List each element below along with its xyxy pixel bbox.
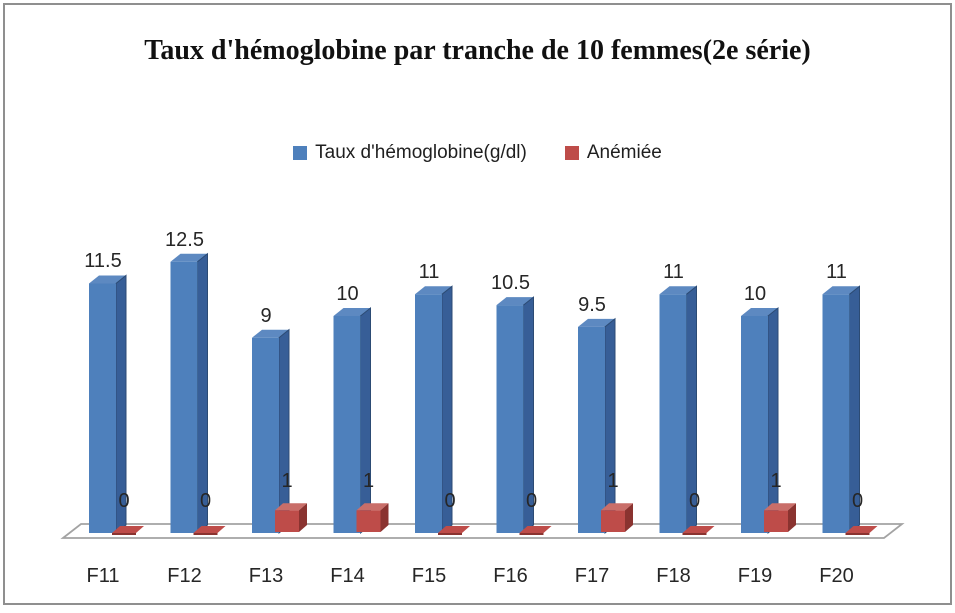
data-label-anemiee: 0 <box>444 490 456 512</box>
bar-top-face <box>741 308 778 316</box>
bar-front-face <box>659 294 687 533</box>
anemia-bar-flat <box>519 526 552 533</box>
data-label-anemiee: 0 <box>525 490 538 512</box>
chart-canvas <box>60 252 905 539</box>
anemia-bar-flat-edge <box>438 533 462 535</box>
data-label-hemoglobine: 12.5 <box>165 228 204 251</box>
category-label: F15 <box>411 565 447 587</box>
anemia-bar-side-face <box>299 503 307 532</box>
bar-front-face <box>252 337 279 533</box>
bar-front-face <box>578 326 605 533</box>
anemia-bar-flat-edge <box>682 533 707 535</box>
bar-side-face <box>278 328 290 535</box>
category-label: F18 <box>656 565 691 587</box>
data-label-anemiee: 0 <box>851 490 864 512</box>
anemia-bar-front-face <box>356 510 381 532</box>
data-label-hemoglobine: 11.5 <box>84 250 122 273</box>
data-label-anemiee: 0 <box>118 490 130 512</box>
category-label: F17 <box>574 565 610 587</box>
data-label-anemiee: 0 <box>199 490 212 512</box>
bar-front-face <box>170 261 198 533</box>
bar-front-face <box>822 294 850 533</box>
bar-front-face <box>89 283 116 533</box>
category-label: F20 <box>819 565 854 587</box>
anemia-bar-top-face <box>601 503 633 511</box>
data-label-anemiee: 1 <box>281 470 293 493</box>
bar-top-face <box>89 275 126 284</box>
bar-top-face <box>252 329 289 338</box>
bar-side-face <box>604 317 616 535</box>
data-label-hemoglobine: 10 <box>743 283 767 305</box>
anemia-bar-flat-edge <box>845 533 870 535</box>
bar-front-face <box>415 294 442 533</box>
bar-side-face <box>360 306 371 535</box>
legend-item-hemoglobine: Taux d'hémoglobine(g/dl) <box>293 142 527 164</box>
data-label-anemiee: 1 <box>770 470 782 493</box>
legend-item-anemiee: Anémiée <box>564 142 662 164</box>
bar-top-face <box>170 253 208 262</box>
category-label: F16 <box>493 565 528 587</box>
bar-top-face <box>333 308 371 316</box>
anemia-bar-top-face <box>275 503 307 511</box>
chart-frame: Taux d'hémoglobine par tranche de 10 fem… <box>3 3 952 605</box>
anemia-bar-flat <box>112 526 144 533</box>
bar-top-face <box>659 286 697 295</box>
bar-top-face <box>415 286 452 295</box>
category-label: F14 <box>330 565 365 587</box>
data-label-hemoglobine: 10 <box>336 283 359 305</box>
bar-front-face <box>741 316 768 533</box>
anemia-bar-top-face <box>764 503 796 511</box>
data-label-hemoglobine: 11 <box>418 261 440 284</box>
data-label-hemoglobine: 11 <box>663 261 684 284</box>
data-label-hemoglobine: 11 <box>826 261 847 284</box>
anemia-bar-flat-edge <box>112 533 136 535</box>
legend-swatch-red-icon <box>564 146 579 160</box>
data-label-anemiee: 0 <box>688 490 701 512</box>
anemia-bar-flat <box>438 526 470 533</box>
chart-title: Taux d'hémoglobine par tranche de 10 fem… <box>144 35 811 66</box>
data-label-hemoglobine: 10.5 <box>491 272 530 295</box>
anemia-bar-flat <box>682 526 715 533</box>
category-label: F13 <box>248 565 284 587</box>
bar-front-face <box>333 316 361 533</box>
legend-label: Anémiée <box>586 142 662 163</box>
anemia-bar-side-face <box>625 503 633 532</box>
anemia-bar-side-face <box>380 503 389 532</box>
legend: Taux d'hémoglobine(g/dl) Anémiée <box>5 142 950 164</box>
data-label-anemiee: 1 <box>607 470 619 493</box>
bar-side-face <box>767 306 779 535</box>
bar-top-face <box>822 286 860 295</box>
legend-label: Taux d'hémoglobine(g/dl) <box>315 142 527 163</box>
legend-swatch-blue-icon <box>293 146 308 160</box>
anemia-bar-flat <box>845 526 878 533</box>
anemia-bar-front-face <box>601 510 625 532</box>
category-label: F12 <box>167 565 202 587</box>
anemia-bar-top-face <box>356 503 389 511</box>
bar-top-face <box>496 297 534 306</box>
data-label-hemoglobine: 9.5 <box>578 293 606 316</box>
bar-front-face <box>496 305 524 533</box>
data-label-anemiee: 1 <box>362 470 375 493</box>
data-label-hemoglobine: 9 <box>260 304 272 327</box>
bar-top-face <box>578 318 615 327</box>
category-label: F19 <box>737 565 773 587</box>
category-label: F11 <box>86 565 120 587</box>
anemia-bar-front-face <box>764 510 788 532</box>
anemia-bar-flat <box>193 526 226 533</box>
anemia-bar-front-face <box>275 510 299 532</box>
anemia-bar-side-face <box>788 503 796 532</box>
anemia-bar-flat-edge <box>519 533 544 535</box>
anemia-bar-flat-edge <box>193 533 218 535</box>
plot-area: 11.5 0 F11 12.5 0 F12 9 1 F13 10 1 F14 11 0 F15 10.5 0 F1… <box>5 5 955 613</box>
